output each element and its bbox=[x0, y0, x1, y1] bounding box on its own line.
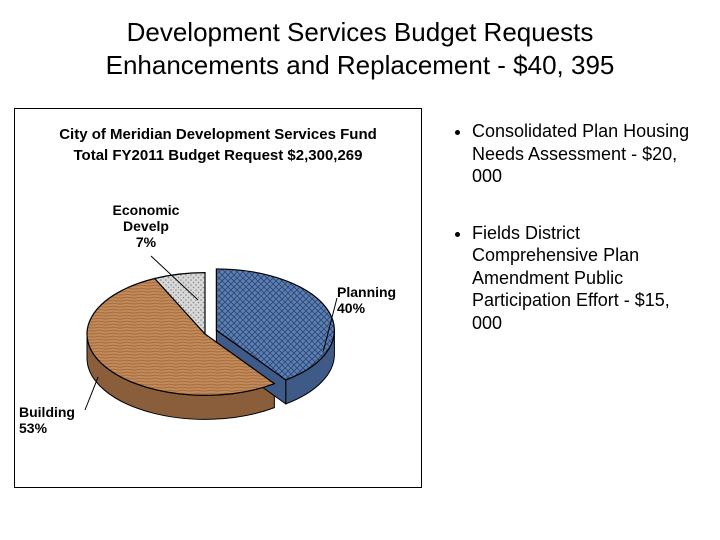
chart-title-2: Total FY2011 Budget Request $2,300,269 bbox=[15, 147, 421, 164]
title-line-2: Enhancements and Replacement - $40, 395 bbox=[106, 50, 615, 80]
bullet-list: Consolidated Plan Housing Needs Assessme… bbox=[452, 120, 700, 368]
label-building-pct: 53% bbox=[19, 420, 47, 436]
label-economic: Economic Develp 7% bbox=[101, 202, 191, 250]
slide-title: Development Services Budget Requests Enh… bbox=[0, 16, 720, 81]
bullet-2: Fields District Comprehensive Plan Amend… bbox=[472, 222, 700, 335]
label-planning-pct: 40% bbox=[337, 300, 365, 316]
chart-title-1: City of Meridian Development Services Fu… bbox=[15, 125, 421, 145]
label-economic-pct: 7% bbox=[136, 234, 156, 250]
slide: Development Services Budget Requests Enh… bbox=[0, 0, 720, 540]
label-economic-l2: Develp bbox=[123, 218, 169, 234]
label-economic-l1: Economic bbox=[113, 202, 180, 218]
label-planning-l1: Planning bbox=[337, 284, 396, 300]
label-planning: Planning 40% bbox=[337, 284, 417, 316]
title-line-1: Development Services Budget Requests bbox=[127, 17, 594, 47]
label-building: Building 53% bbox=[19, 404, 99, 436]
pie-wrap: Economic Develp 7% Planning 40% Building… bbox=[15, 164, 421, 464]
label-building-l1: Building bbox=[19, 404, 75, 420]
pie-chart-panel: City of Meridian Development Services Fu… bbox=[14, 108, 422, 488]
bullet-1: Consolidated Plan Housing Needs Assessme… bbox=[472, 120, 700, 188]
